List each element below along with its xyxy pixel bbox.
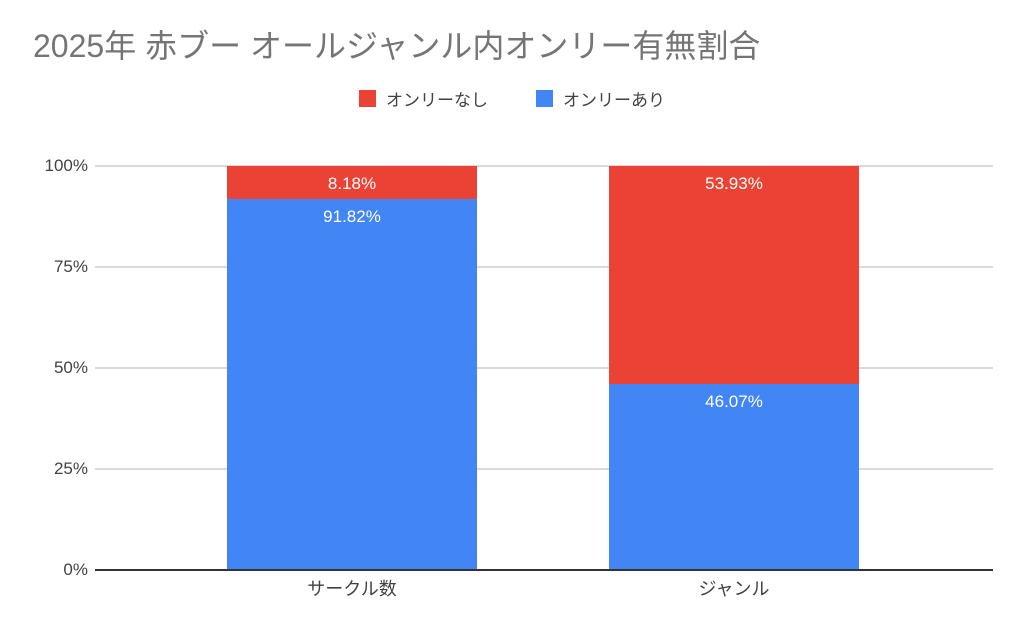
gridline [95, 468, 993, 470]
x-category-label: ジャンル [698, 579, 770, 599]
gridline [95, 367, 993, 369]
y-tick-label: 100% [44, 156, 88, 175]
legend-label: オンリーなし [386, 91, 488, 110]
bar-segment [609, 383, 859, 570]
legend-item: オンリーなし [359, 86, 488, 111]
legend-label: オンリーあり [563, 91, 665, 110]
y-tick-label: 0% [63, 560, 88, 579]
bar-segment [609, 166, 859, 384]
bar-segment [227, 166, 477, 200]
legend-item: オンリーあり [536, 86, 665, 111]
legend-swatch-icon [359, 90, 376, 107]
bar-value-label: 91.82% [323, 207, 381, 227]
y-tick-label: 50% [53, 358, 88, 377]
gridline [95, 266, 993, 268]
gridline [95, 165, 993, 167]
x-axis-line [95, 569, 993, 571]
bar-value-label: 8.18% [327, 174, 377, 193]
bar-value-label: 53.93% [705, 174, 763, 193]
bar-segment [227, 199, 477, 570]
legend: オンリーなし オンリーあり [0, 86, 1024, 111]
x-category-label: サークル数 [307, 579, 397, 599]
y-tick-label: 75% [53, 257, 88, 276]
chart-title: 2025年 赤ブー オールジャンル内オンリー有無割合 [33, 28, 761, 64]
legend-swatch-icon [536, 90, 553, 107]
y-tick-label: 25% [53, 459, 88, 478]
bar-value-label: 46.07% [705, 391, 763, 411]
